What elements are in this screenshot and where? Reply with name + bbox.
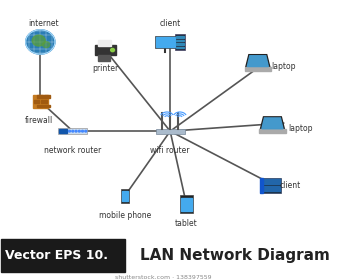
FancyBboxPatch shape bbox=[176, 40, 184, 41]
Circle shape bbox=[26, 30, 55, 54]
Text: firewall: firewall bbox=[25, 116, 53, 125]
FancyBboxPatch shape bbox=[262, 179, 280, 181]
FancyBboxPatch shape bbox=[33, 95, 48, 108]
Polygon shape bbox=[247, 56, 268, 67]
FancyBboxPatch shape bbox=[260, 178, 281, 193]
Circle shape bbox=[111, 48, 115, 52]
FancyBboxPatch shape bbox=[175, 34, 185, 50]
FancyBboxPatch shape bbox=[262, 189, 280, 191]
Text: LAN Network Diagram: LAN Network Diagram bbox=[140, 248, 330, 263]
FancyBboxPatch shape bbox=[37, 95, 43, 98]
FancyBboxPatch shape bbox=[181, 198, 192, 211]
FancyBboxPatch shape bbox=[98, 55, 110, 61]
FancyBboxPatch shape bbox=[176, 36, 184, 38]
FancyBboxPatch shape bbox=[176, 47, 184, 48]
FancyBboxPatch shape bbox=[122, 191, 128, 201]
FancyBboxPatch shape bbox=[245, 67, 271, 71]
FancyBboxPatch shape bbox=[262, 183, 280, 184]
Polygon shape bbox=[262, 118, 283, 129]
FancyBboxPatch shape bbox=[260, 178, 263, 193]
FancyBboxPatch shape bbox=[262, 186, 280, 188]
FancyBboxPatch shape bbox=[121, 189, 129, 203]
FancyBboxPatch shape bbox=[44, 104, 50, 108]
Text: wifi router: wifi router bbox=[150, 146, 190, 155]
FancyBboxPatch shape bbox=[98, 40, 111, 46]
Circle shape bbox=[32, 35, 45, 46]
Text: Vector EPS 10.: Vector EPS 10. bbox=[5, 249, 108, 262]
Circle shape bbox=[78, 130, 80, 132]
FancyBboxPatch shape bbox=[37, 104, 43, 108]
FancyBboxPatch shape bbox=[155, 36, 176, 48]
FancyBboxPatch shape bbox=[176, 43, 184, 45]
Circle shape bbox=[75, 130, 77, 132]
Text: laptop: laptop bbox=[288, 124, 312, 133]
Text: client: client bbox=[160, 18, 181, 27]
Circle shape bbox=[82, 130, 84, 132]
Polygon shape bbox=[246, 55, 270, 68]
FancyBboxPatch shape bbox=[156, 37, 175, 47]
FancyBboxPatch shape bbox=[34, 100, 39, 103]
Text: tablet: tablet bbox=[175, 219, 198, 228]
FancyBboxPatch shape bbox=[44, 95, 50, 98]
Text: shutterstock.com · 138397559: shutterstock.com · 138397559 bbox=[115, 275, 212, 280]
Text: network router: network router bbox=[44, 146, 101, 155]
FancyBboxPatch shape bbox=[180, 195, 193, 213]
FancyBboxPatch shape bbox=[41, 100, 46, 103]
FancyBboxPatch shape bbox=[155, 129, 185, 134]
Text: mobile phone: mobile phone bbox=[99, 211, 151, 220]
Circle shape bbox=[43, 42, 50, 48]
FancyBboxPatch shape bbox=[58, 128, 87, 134]
FancyBboxPatch shape bbox=[1, 239, 125, 272]
FancyBboxPatch shape bbox=[59, 129, 67, 133]
Text: laptop: laptop bbox=[271, 62, 296, 71]
FancyBboxPatch shape bbox=[259, 129, 286, 133]
Circle shape bbox=[69, 130, 70, 132]
Circle shape bbox=[85, 130, 87, 132]
Polygon shape bbox=[260, 117, 285, 130]
Text: client: client bbox=[280, 181, 301, 190]
Text: internet: internet bbox=[28, 18, 59, 27]
FancyBboxPatch shape bbox=[95, 45, 116, 55]
Text: printer: printer bbox=[92, 64, 118, 73]
Circle shape bbox=[72, 130, 74, 132]
